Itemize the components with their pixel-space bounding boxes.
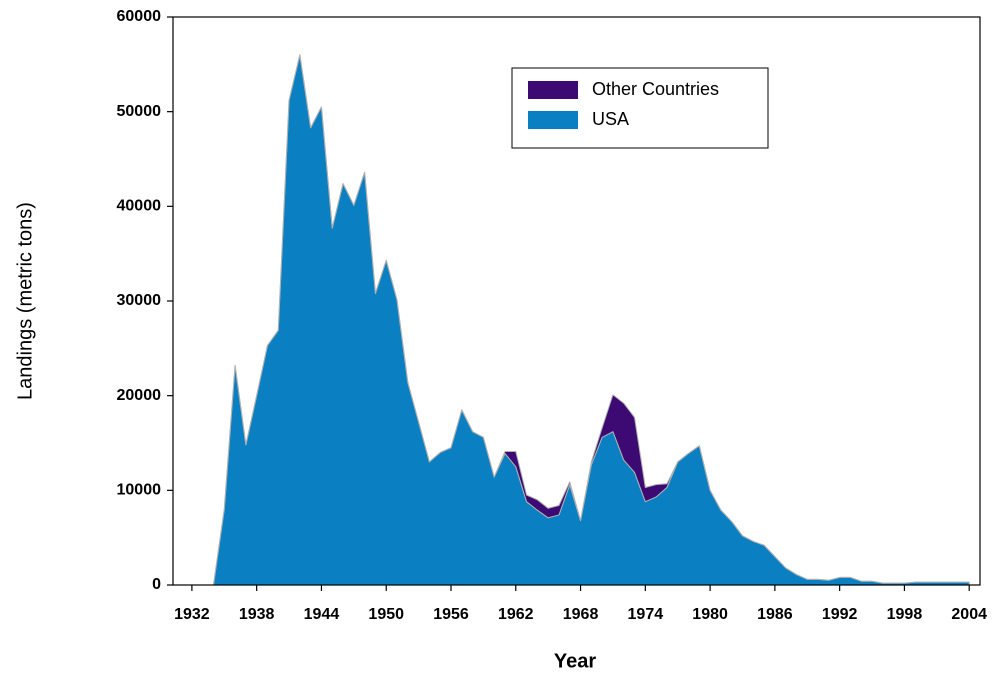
legend: Other Countries USA xyxy=(511,67,769,149)
x-axis-label: Year xyxy=(554,650,596,672)
x-tick-label: 1968 xyxy=(563,606,599,623)
legend-swatch xyxy=(528,111,578,129)
y-axis-label: Landings (metric tons) xyxy=(14,202,36,400)
y-tick-label: 50000 xyxy=(117,103,162,120)
x-tick-label: 2004 xyxy=(951,606,987,623)
x-tick-label: 1956 xyxy=(433,606,469,623)
x-tick-label: 1980 xyxy=(692,606,728,623)
y-tick-label: 40000 xyxy=(117,198,162,215)
x-tick-label: 1962 xyxy=(498,606,534,623)
x-tick-label: 1950 xyxy=(368,606,404,623)
x-tick-label: 1944 xyxy=(304,606,340,623)
x-tick-label: 1932 xyxy=(174,606,210,623)
x-tick-label: 1998 xyxy=(887,606,923,623)
y-tick-label: 10000 xyxy=(117,482,162,499)
x-tick-label: 1992 xyxy=(822,606,858,623)
legend-label: USA xyxy=(592,109,629,129)
y-tick-label: 60000 xyxy=(117,8,162,25)
y-tick-label: 20000 xyxy=(117,387,162,404)
x-tick-label: 1974 xyxy=(628,606,664,623)
area xyxy=(212,54,970,586)
legend-label: Other Countries xyxy=(592,79,719,99)
x-tick-label: 1938 xyxy=(239,606,275,623)
x-tick-label: 1986 xyxy=(757,606,793,623)
y-tick-label: 0 xyxy=(152,576,161,593)
y-tick-label: 30000 xyxy=(117,292,162,309)
legend-swatch xyxy=(528,81,578,99)
